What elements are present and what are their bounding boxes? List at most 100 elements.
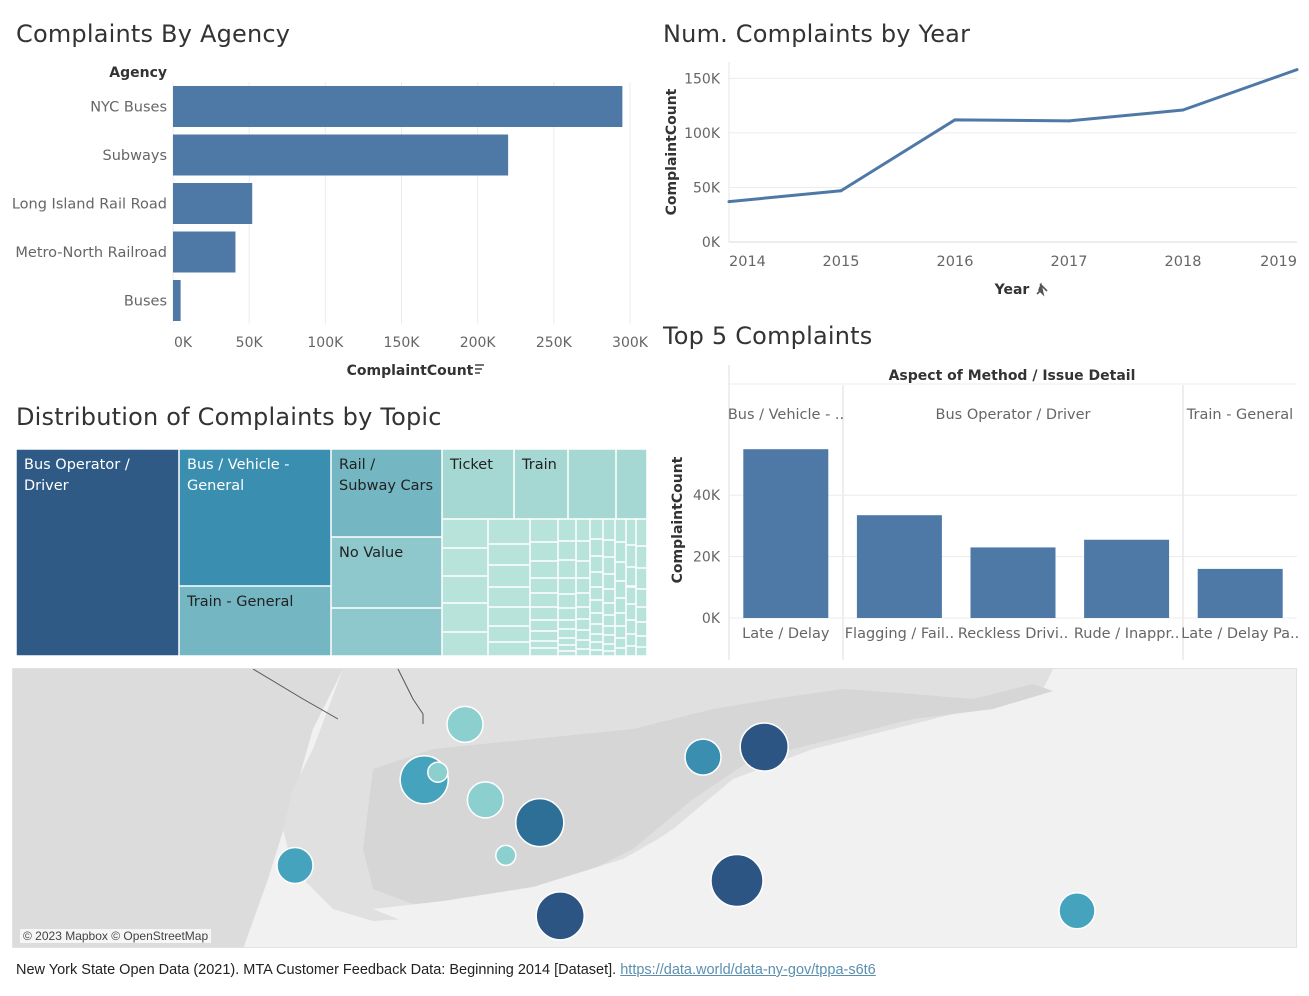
treemap-tile[interactable] — [488, 543, 530, 566]
treemap-tile[interactable] — [636, 568, 647, 589]
treemap-tile[interactable] — [568, 449, 616, 519]
topic-treemap[interactable]: Bus Operator / Driver Bus / Vehicle - Gen… — [16, 449, 647, 656]
treemap-tile-ticket[interactable]: Ticket — [442, 449, 514, 519]
map-complaint-marker[interactable] — [495, 844, 517, 867]
treemap-tile[interactable] — [530, 560, 558, 578]
treemap-tile[interactable] — [590, 633, 603, 643]
treemap-tile[interactable] — [590, 612, 603, 624]
treemap-tile[interactable] — [530, 519, 558, 542]
map-complaint-marker[interactable] — [446, 705, 484, 744]
treemap-tile[interactable] — [615, 637, 626, 648]
treemap-tile-bus-operator-driver[interactable]: Bus Operator / Driver — [16, 449, 179, 656]
treemap-tile-train[interactable]: Train — [514, 449, 568, 519]
treemap-tile[interactable] — [558, 593, 576, 608]
map-complaint-marker[interactable] — [466, 781, 505, 819]
pin-icon[interactable] — [1036, 282, 1048, 297]
treemap-tile[interactable] — [558, 607, 576, 620]
treemap-tile[interactable] — [603, 519, 615, 540]
treemap-tile-bus-vehicle-general[interactable]: Bus / Vehicle - General — [179, 449, 331, 586]
treemap-tile[interactable] — [626, 519, 636, 545]
treemap-tile[interactable] — [576, 606, 590, 619]
treemap-tile[interactable] — [558, 519, 576, 541]
treemap-tile[interactable] — [636, 588, 647, 607]
treemap-tile[interactable] — [626, 544, 636, 567]
treemap-tile[interactable] — [603, 557, 615, 574]
treemap-tile[interactable] — [488, 607, 530, 626]
treemap-tile[interactable] — [603, 588, 615, 603]
map-canvas[interactable] — [13, 669, 1297, 948]
treemap-tile[interactable] — [488, 587, 530, 608]
treemap-tile[interactable] — [626, 634, 636, 647]
treemap-tile[interactable] — [615, 647, 626, 656]
treemap-tile[interactable] — [558, 540, 576, 561]
treemap-tile[interactable] — [530, 631, 558, 641]
treemap-tile[interactable] — [603, 635, 615, 644]
treemap-tile[interactable] — [576, 578, 590, 594]
treemap-tile[interactable] — [558, 560, 576, 579]
treemap-tile-train-general[interactable]: Train - General — [179, 586, 331, 656]
treemap-tile[interactable] — [603, 539, 615, 558]
treemap-tile[interactable] — [590, 572, 603, 587]
treemap-tile[interactable] — [442, 575, 488, 604]
treemap-tile[interactable] — [615, 580, 626, 598]
treemap-tile[interactable] — [615, 597, 626, 613]
treemap-tile[interactable] — [590, 642, 603, 650]
treemap-tile[interactable] — [603, 573, 615, 589]
treemap-tile[interactable] — [576, 560, 590, 579]
treemap-tile-no-value[interactable]: No Value — [331, 537, 442, 608]
treemap-tile[interactable] — [488, 642, 530, 656]
map-complaint-marker[interactable] — [684, 738, 722, 776]
dataset-link[interactable]: https://data.world/data-ny-gov/tppa-s6t6 — [620, 962, 876, 978]
treemap-tile[interactable] — [576, 618, 590, 631]
treemap-tile[interactable] — [530, 541, 558, 561]
treemap-tile[interactable] — [576, 648, 590, 656]
treemap-tile[interactable] — [530, 606, 558, 620]
map-complaint-marker[interactable] — [427, 761, 449, 783]
treemap-tile[interactable] — [442, 548, 488, 576]
treemap-tile[interactable] — [530, 593, 558, 607]
treemap-tile[interactable] — [636, 635, 647, 647]
treemap-tile[interactable] — [576, 639, 590, 649]
treemap-tile[interactable] — [626, 620, 636, 635]
treemap-tile[interactable] — [603, 650, 615, 656]
treemap-tile[interactable] — [603, 614, 615, 626]
treemap-tile[interactable] — [615, 625, 626, 638]
treemap-tile[interactable] — [331, 608, 442, 656]
complaints-map[interactable]: © 2023 Mapbox © OpenStreetMap — [12, 668, 1297, 948]
treemap-tile[interactable] — [615, 519, 626, 543]
treemap-tile[interactable] — [603, 602, 615, 615]
treemap-tile[interactable] — [488, 565, 530, 588]
treemap-tile[interactable] — [530, 648, 558, 656]
treemap-tile[interactable] — [615, 612, 626, 626]
treemap-tile[interactable] — [488, 519, 530, 544]
treemap-tile[interactable] — [626, 566, 636, 587]
sort-icon[interactable] — [475, 364, 484, 374]
treemap-tile[interactable] — [558, 638, 576, 646]
treemap-tile[interactable] — [615, 542, 626, 563]
map-complaint-marker[interactable] — [710, 853, 764, 908]
treemap-tile[interactable] — [558, 578, 576, 594]
treemap-tile[interactable] — [636, 622, 647, 636]
treemap-tile[interactable] — [636, 647, 647, 656]
treemap-tile[interactable] — [636, 545, 647, 569]
map-complaint-marker[interactable] — [515, 797, 565, 848]
treemap-tile[interactable] — [590, 649, 603, 656]
treemap-tile[interactable] — [558, 619, 576, 630]
treemap-tile[interactable] — [636, 606, 647, 623]
treemap-tile[interactable] — [530, 640, 558, 649]
treemap-tile[interactable] — [615, 562, 626, 581]
treemap-tile-rail-subway-cars[interactable]: Rail / Subway Cars — [331, 449, 442, 537]
treemap-tile[interactable] — [488, 625, 530, 643]
treemap-tile[interactable] — [590, 623, 603, 634]
treemap-tile[interactable] — [530, 577, 558, 594]
map-complaint-marker[interactable] — [276, 846, 314, 885]
treemap-tile[interactable] — [558, 645, 576, 652]
treemap-tile[interactable] — [576, 630, 590, 640]
treemap-tile[interactable] — [603, 643, 615, 651]
treemap-tile[interactable] — [530, 619, 558, 632]
treemap-tile[interactable] — [590, 600, 603, 613]
map-complaint-marker[interactable] — [1058, 892, 1096, 930]
treemap-tile[interactable] — [626, 604, 636, 621]
treemap-tile[interactable] — [442, 519, 488, 549]
treemap-tile[interactable] — [558, 629, 576, 639]
